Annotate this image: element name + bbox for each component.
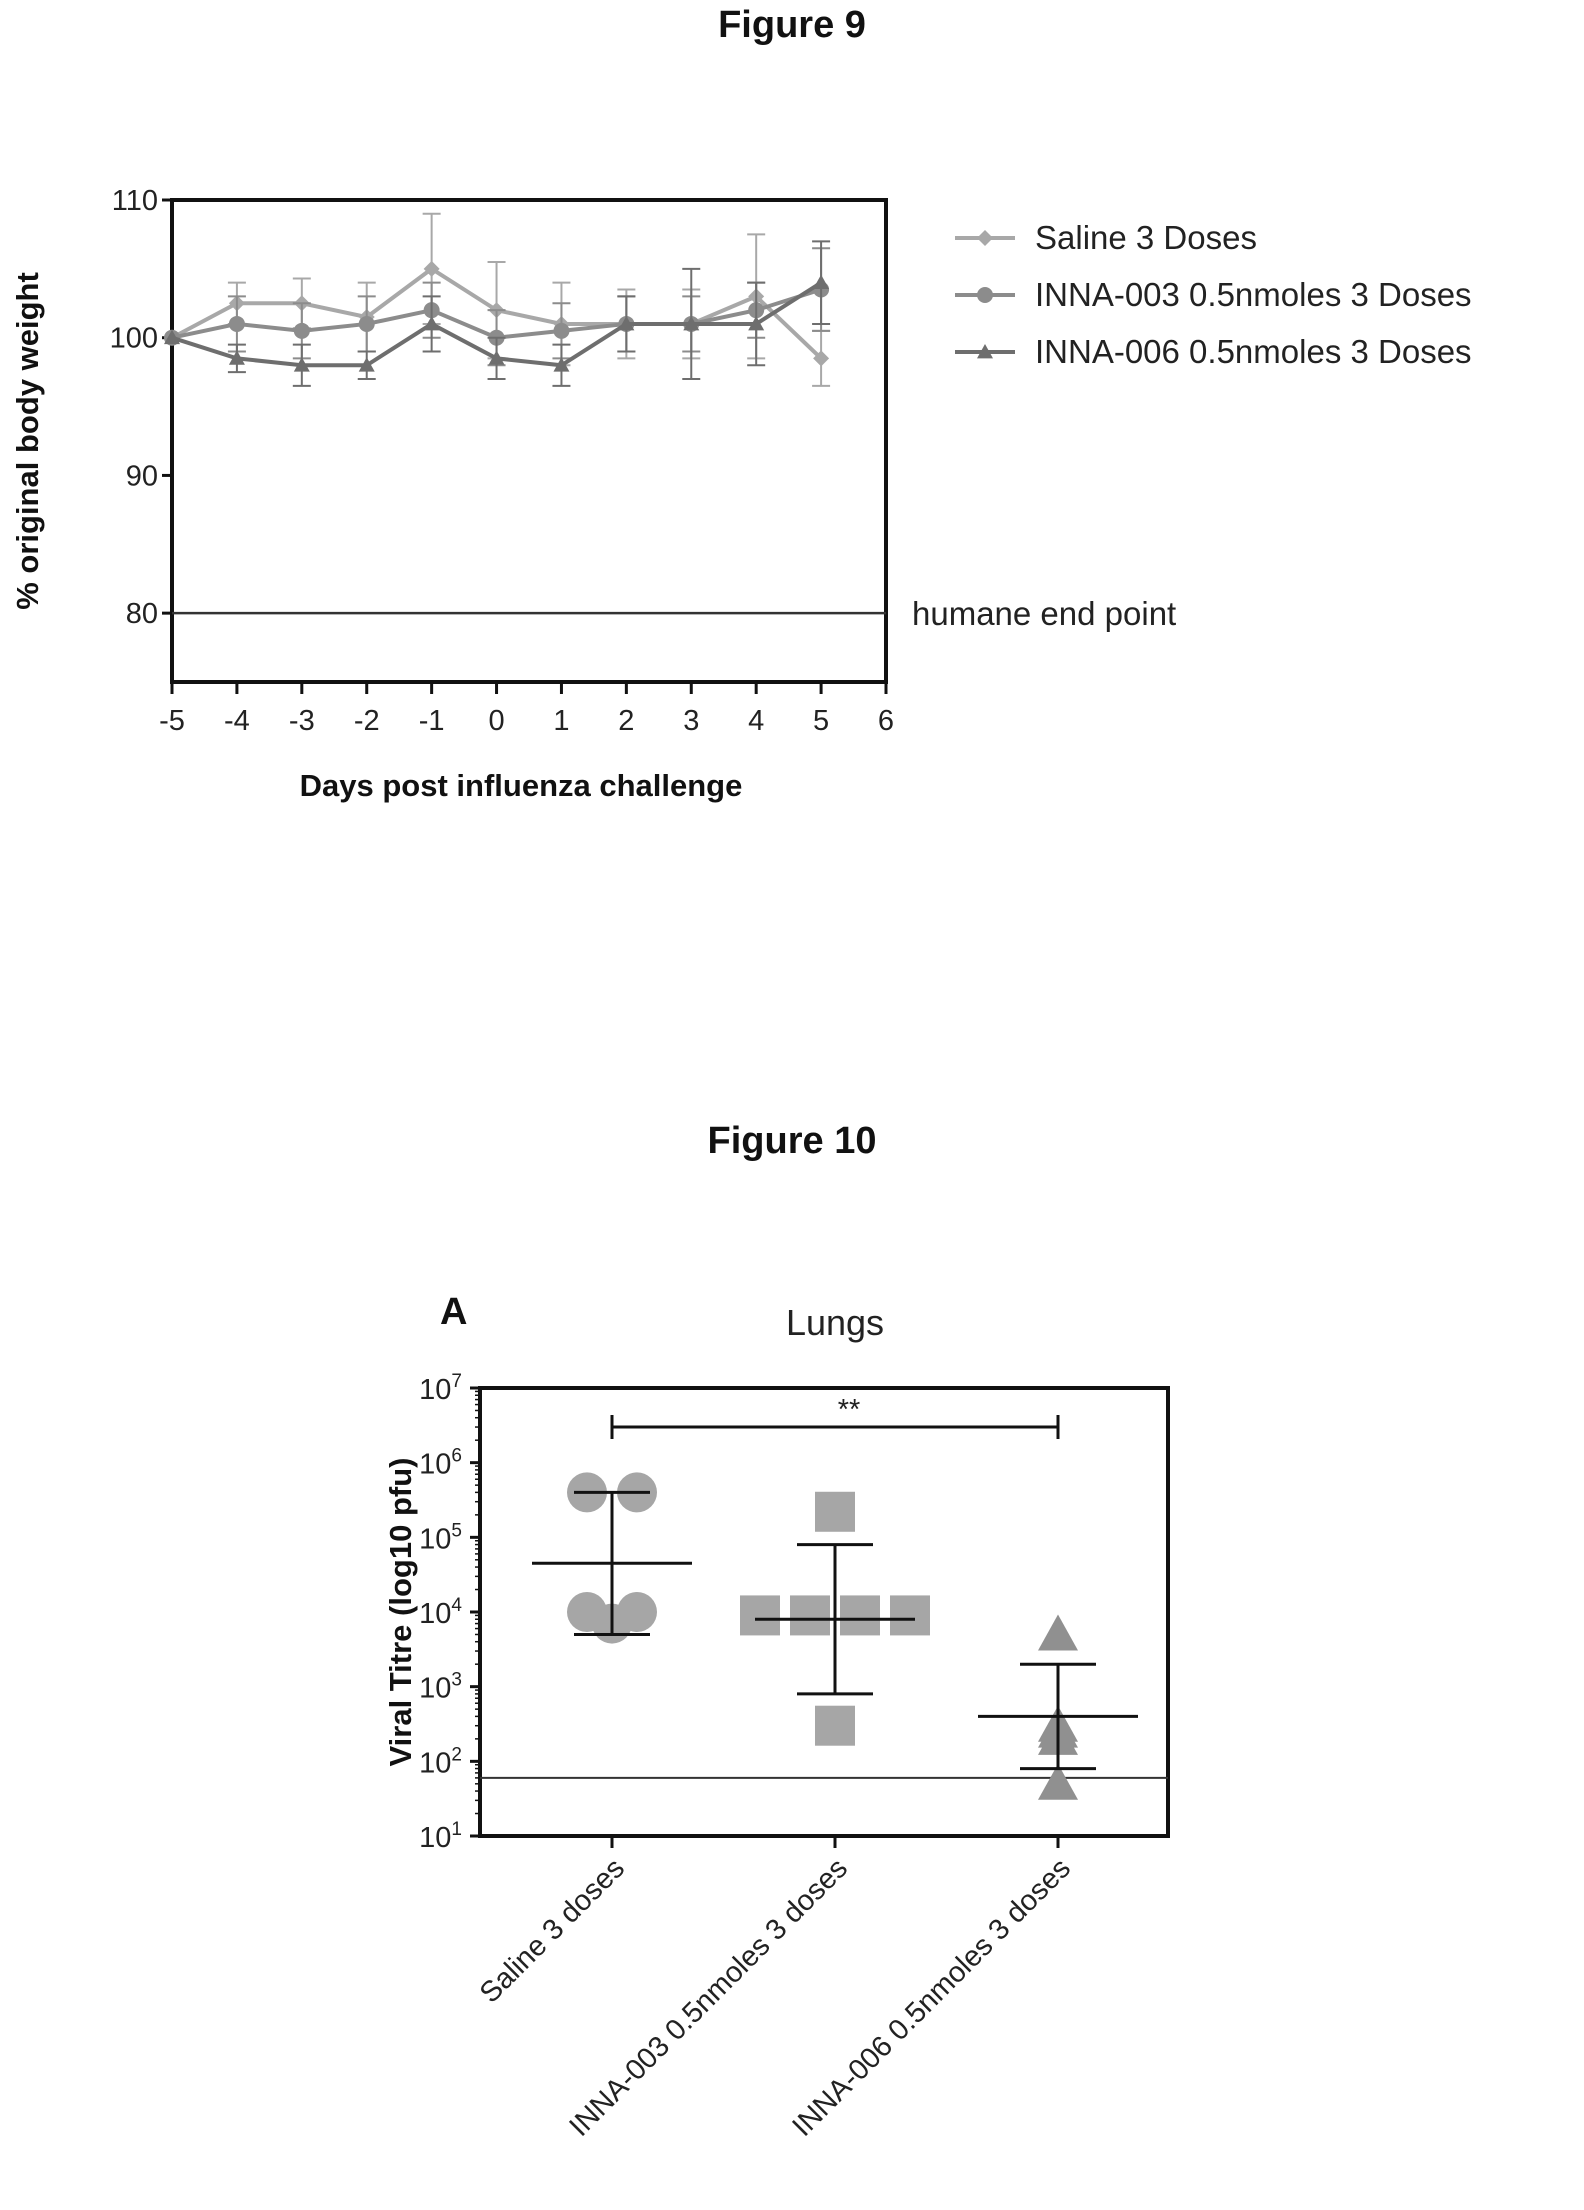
data-point [618, 315, 635, 331]
data-point [1038, 1763, 1078, 1800]
data-point [293, 322, 310, 339]
x-tick-label: -4 [224, 705, 250, 737]
significance-label: ** [838, 1394, 861, 1426]
data-point [553, 357, 570, 372]
legend-marker [977, 230, 993, 246]
y-axis-title: % original body weight [10, 272, 45, 610]
data-point [358, 357, 375, 372]
chart-title: Lungs [786, 1302, 884, 1343]
data-point [748, 315, 765, 331]
y-tick-label: 107 [419, 1371, 462, 1406]
legend-marker [977, 287, 993, 303]
data-point [423, 260, 440, 277]
y-tick-label: 100 [110, 323, 158, 355]
data-point [815, 1705, 855, 1746]
x-tick-label: 3 [683, 705, 699, 737]
group-1 [740, 1491, 930, 1746]
body-weight-chart: 80 90 100 110 -5 -4 -3 -2 -1 0 1 2 3 4 5 6 % original bo… [10, 185, 1472, 803]
humane-end-point-label: humane end point [912, 595, 1176, 632]
data-point [553, 322, 570, 339]
x-tick-label: 2 [618, 705, 634, 737]
x-tick-label: -5 [159, 705, 185, 737]
data-point [813, 350, 830, 367]
data-point [1038, 1614, 1078, 1651]
data-point [423, 315, 440, 331]
x-category-label: Saline 3 doses [474, 1852, 631, 2009]
legend-marker [977, 344, 993, 359]
y-tick-label: 102 [419, 1744, 462, 1779]
data-point [358, 315, 375, 332]
y-tick-label: 90 [126, 460, 158, 492]
data-point [890, 1595, 930, 1636]
x-tick-label: -1 [419, 705, 445, 737]
plot-frame [170, 198, 888, 684]
group-2 [978, 1614, 1138, 1800]
series-2 [164, 240, 831, 387]
x-tick-label: 4 [748, 705, 764, 737]
data-point [813, 274, 830, 290]
data-point [488, 350, 505, 365]
x-tick-label: 1 [553, 705, 569, 737]
y-axis-title: Viral Titre (log10 pfu) [383, 1458, 418, 1767]
data-point [740, 1595, 780, 1636]
data-point [683, 315, 700, 331]
x-tick-label: 5 [813, 705, 829, 737]
y-tick-label: 106 [419, 1446, 462, 1481]
y-tick-label: 101 [419, 1819, 462, 1854]
figure-10-title: Figure 10 [707, 1120, 877, 1162]
panel-label: A [440, 1291, 467, 1333]
x-tick-label: -2 [354, 705, 380, 737]
data-point [840, 1595, 880, 1636]
x-tick-label: 0 [488, 705, 504, 737]
data-point [790, 1595, 830, 1636]
legend-label: INNA-003 0.5nmoles 3 Doses [1035, 276, 1472, 313]
legend-label: Saline 3 Doses [1035, 219, 1257, 256]
x-axis-title: Days post influenza challenge [300, 768, 743, 803]
group-0 [532, 1472, 692, 1644]
data-point [228, 350, 245, 365]
y-tick-label: 105 [419, 1520, 462, 1555]
data-point [228, 315, 245, 332]
y-tick-label: 103 [419, 1670, 462, 1705]
data-point [164, 329, 180, 345]
x-tick-label: -3 [289, 705, 315, 737]
data-point [293, 357, 310, 372]
y-tick-label: 80 [126, 598, 158, 630]
figure-9-title: Figure 9 [718, 4, 866, 46]
y-tick-label: 104 [419, 1595, 462, 1630]
x-tick-label: 6 [878, 705, 894, 737]
data-point [815, 1491, 855, 1532]
legend-label: INNA-006 0.5nmoles 3 Doses [1035, 333, 1472, 370]
y-tick-label: 110 [112, 185, 158, 217]
